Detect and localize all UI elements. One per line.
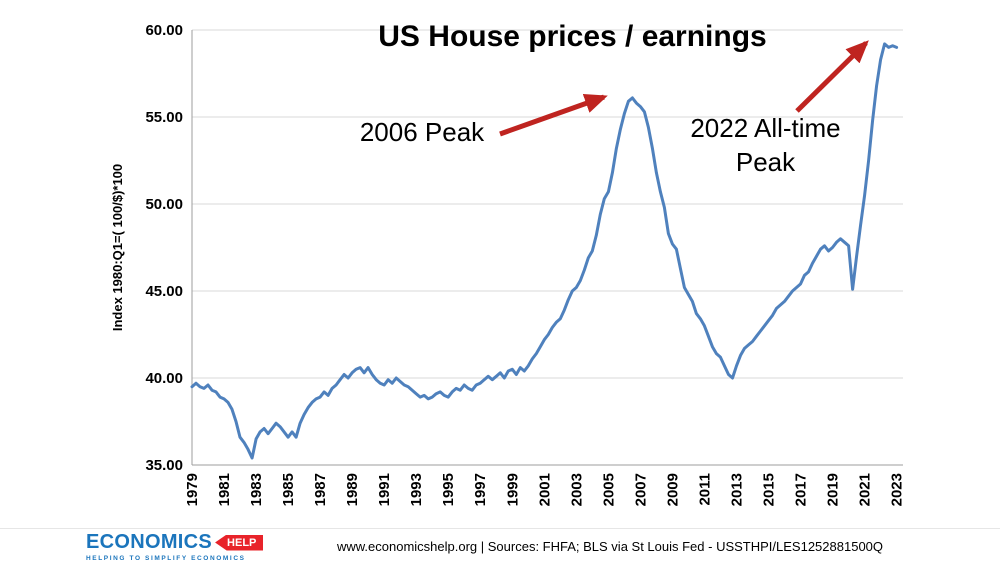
x-tick-label: 1989 bbox=[344, 473, 361, 506]
y-axis-title: Index 1980:Q1=( 100/$)*100 bbox=[110, 164, 125, 331]
logo-row: ECONOMICS HELP bbox=[86, 531, 264, 554]
annotation-2006-peak: 2006 Peak bbox=[359, 117, 485, 147]
y-tick-label: 40.00 bbox=[145, 370, 183, 387]
y-tick-label: 60.00 bbox=[145, 22, 183, 39]
x-tick-label: 1987 bbox=[312, 473, 329, 506]
series-house-price-earnings-line bbox=[190, 42, 899, 460]
x-tick-label: 2011 bbox=[696, 473, 713, 506]
footer: ECONOMICS HELP HELPING TO SIMPLIFY ECONO… bbox=[0, 528, 1000, 563]
y-tick-label: 50.00 bbox=[145, 196, 183, 213]
footer-source-text: www.economicshelp.org | Sources: FHFA; B… bbox=[336, 539, 884, 554]
x-tick-label: 1995 bbox=[440, 473, 457, 506]
x-tick-label: 1997 bbox=[472, 473, 489, 506]
y-tick-label: 35.00 bbox=[145, 457, 183, 474]
x-tick-label: 2007 bbox=[632, 473, 649, 506]
logo-tagline: HELPING TO SIMPLIFY ECONOMICS bbox=[86, 555, 246, 562]
annotation-2022-all-time-peak: 2022 All-time Peak bbox=[690, 113, 841, 177]
x-tick-label: 2013 bbox=[728, 473, 745, 506]
x-tick-label: 1999 bbox=[504, 473, 521, 506]
x-tick-label: 2005 bbox=[600, 473, 617, 506]
x-tick-label: 1993 bbox=[408, 473, 425, 506]
x-tick-label: 2021 bbox=[857, 473, 874, 506]
x-tick-label: 1985 bbox=[280, 473, 297, 506]
x-tick-label: 2015 bbox=[760, 473, 777, 506]
x-tick-label: 2009 bbox=[664, 473, 681, 506]
x-tick-label: 1991 bbox=[376, 473, 393, 506]
y-tick-label: 45.00 bbox=[145, 283, 183, 300]
logo-wordmark: ECONOMICS bbox=[86, 531, 213, 553]
y-tick-label: 55.00 bbox=[145, 109, 183, 126]
x-tick-label: 2019 bbox=[825, 473, 842, 506]
x-tick-label: 2003 bbox=[568, 473, 585, 506]
x-tick-label: 2017 bbox=[793, 473, 810, 506]
x-tick-label: 1981 bbox=[216, 473, 233, 506]
chart-title: US House prices / earnings bbox=[378, 20, 767, 53]
economicshelp-logo: ECONOMICS HELP HELPING TO SIMPLIFY ECONO… bbox=[86, 531, 264, 562]
x-tick-label: 1983 bbox=[248, 473, 265, 506]
logo-help-tag: HELP bbox=[215, 534, 264, 551]
arrow-to-2006-peak bbox=[499, 93, 608, 137]
arrow-to-2022-peak bbox=[795, 40, 869, 113]
x-tick-label: 1979 bbox=[184, 473, 201, 506]
x-tick-label: 2023 bbox=[889, 473, 906, 506]
x-tick-label: 2001 bbox=[536, 473, 553, 506]
annotation-arrows bbox=[499, 40, 869, 137]
